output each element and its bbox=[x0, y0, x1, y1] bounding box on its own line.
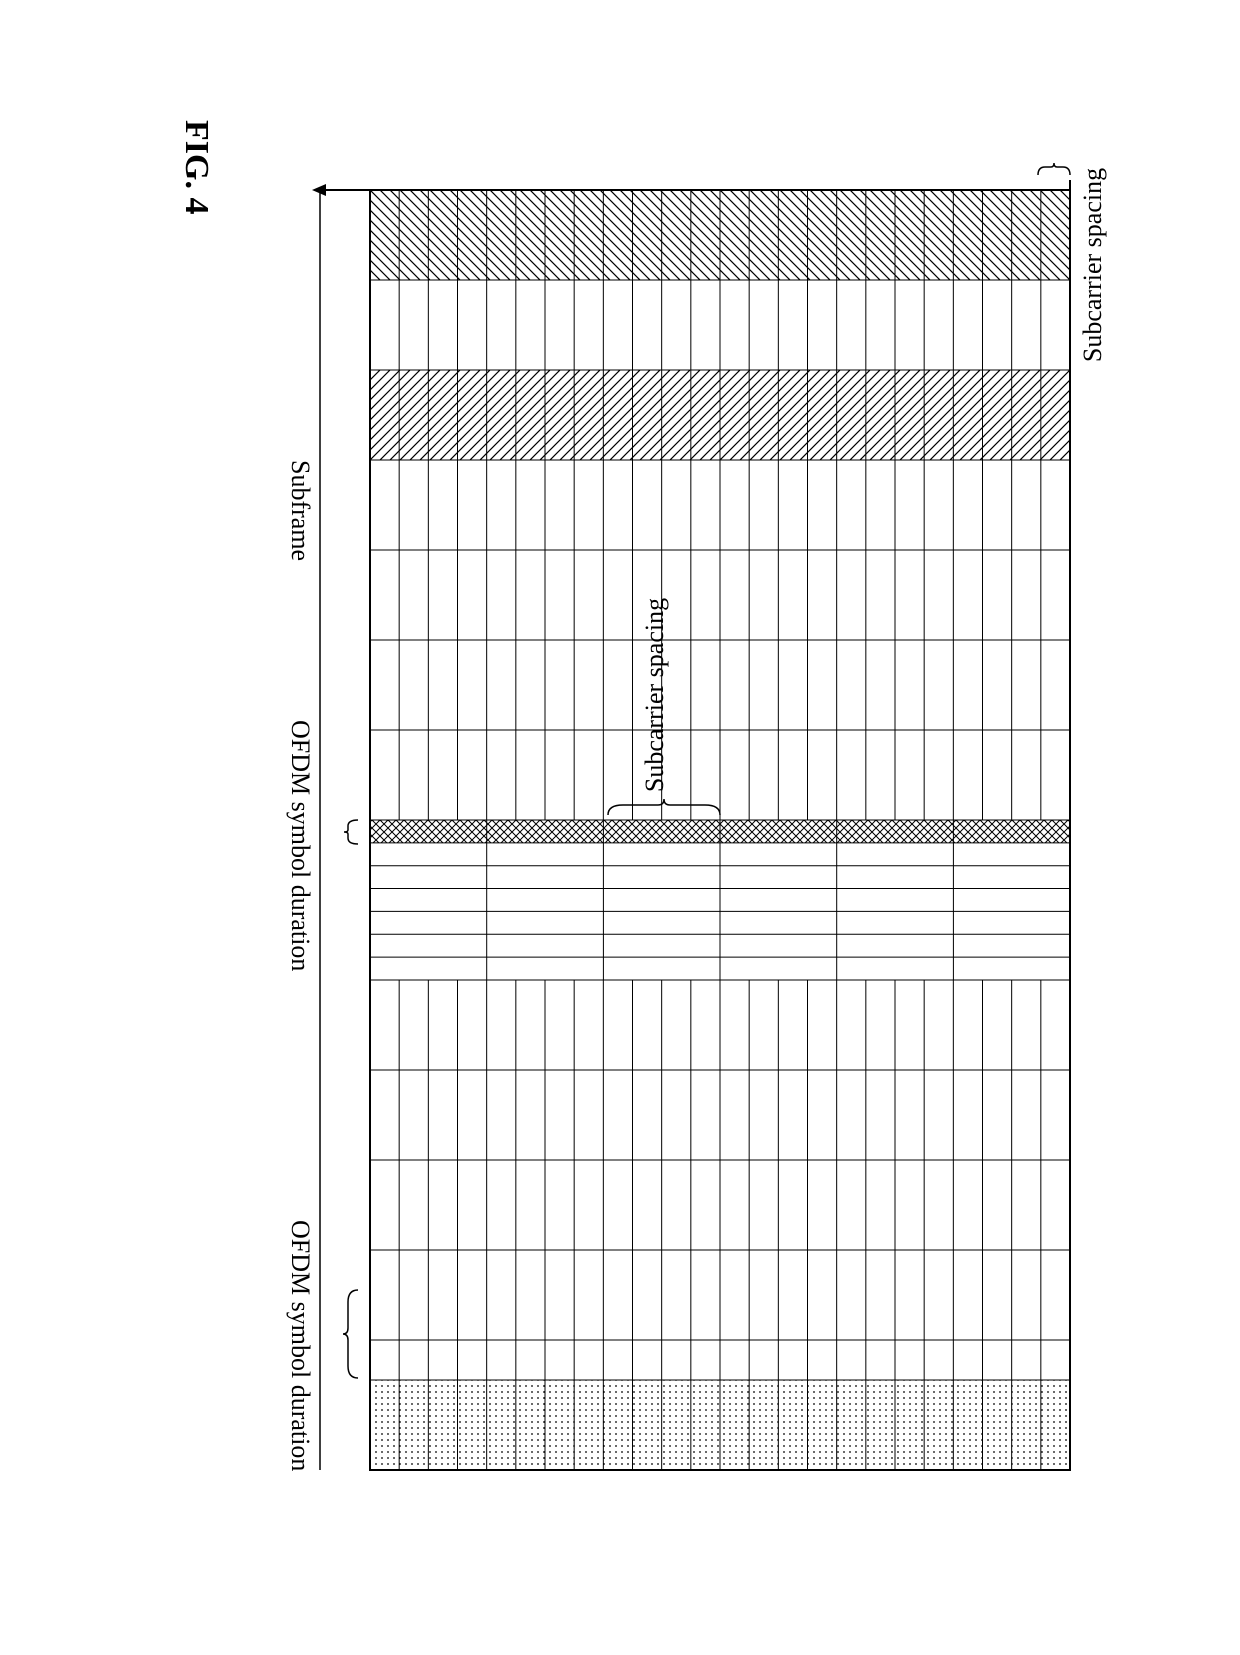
label-subcarrier-inner: Subcarrier spacing bbox=[640, 580, 670, 810]
label-ofdm2: OFDM symbol duration bbox=[285, 1220, 315, 1471]
grid-svg bbox=[200, 160, 1080, 1490]
brace-ofdm-narrow bbox=[344, 820, 358, 844]
brace-ofdm-wide bbox=[343, 1290, 358, 1378]
label-ofdm1: OFDM symbol duration bbox=[285, 720, 315, 971]
brace-subcarrier-outer bbox=[1038, 163, 1070, 175]
label-subframe: Subframe bbox=[285, 460, 315, 561]
label-subcarrier-outer: Subcarrier spacing bbox=[1078, 150, 1108, 380]
resource-grid-diagram: Subframe OFDM symbol duration OFDM symbo… bbox=[200, 160, 1080, 1490]
